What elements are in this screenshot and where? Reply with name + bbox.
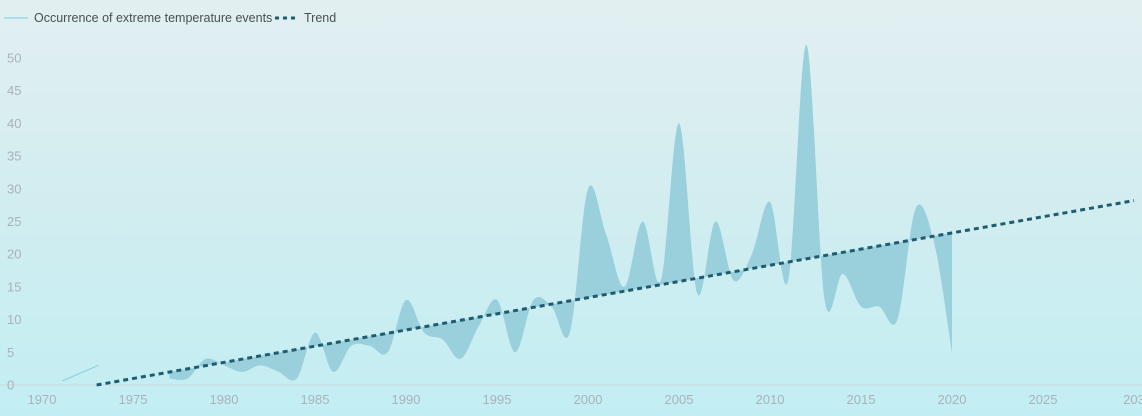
y-tick-label: 30 (7, 181, 21, 196)
x-tick-label: 1995 (483, 392, 512, 407)
trend-line (96, 199, 1135, 387)
x-tick-label: 2010 (756, 392, 785, 407)
y-tick-label: 5 (7, 345, 14, 360)
plot-marks (0, 44, 1142, 387)
x-tick-label: 1975 (119, 392, 148, 407)
x-tick-label: 1990 (392, 392, 421, 407)
series-edge-segment (61, 364, 99, 382)
x-tick-label: 2020 (938, 392, 967, 407)
y-tick-label: 15 (7, 279, 21, 294)
x-tick-label: 2015 (847, 392, 876, 407)
y-tick-label: 50 (7, 51, 21, 66)
x-tick-label: 1985 (301, 392, 330, 407)
y-axis-ticks: 0 5 10 15 20 25 30 35 40 45 50 (7, 51, 21, 393)
y-tick-label: 40 (7, 116, 21, 131)
legend: Occurrence of extreme temperature events… (4, 11, 336, 25)
y-tick-label: 35 (7, 149, 21, 164)
legend-trend-label: Trend (304, 11, 336, 25)
y-tick-label: 20 (7, 247, 21, 262)
x-tick-label: 1980 (210, 392, 239, 407)
y-tick-label: 0 (7, 378, 14, 393)
x-tick-label: 2005 (665, 392, 694, 407)
x-axis-ticks: 1970 1975 1980 1985 1990 1995 2000 2005 2010 2015… (28, 392, 1142, 407)
y-tick-label: 45 (7, 83, 21, 98)
x-tick-label: 203 (1123, 392, 1142, 407)
series-area (169, 44, 952, 381)
x-tick-label: 2025 (1029, 392, 1058, 407)
legend-area-label: Occurrence of extreme temperature events (34, 11, 272, 25)
y-tick-label: 25 (7, 214, 21, 229)
x-tick-label: 1970 (28, 392, 57, 407)
y-tick-label: 10 (7, 312, 21, 327)
x-tick-label: 2000 (574, 392, 603, 407)
